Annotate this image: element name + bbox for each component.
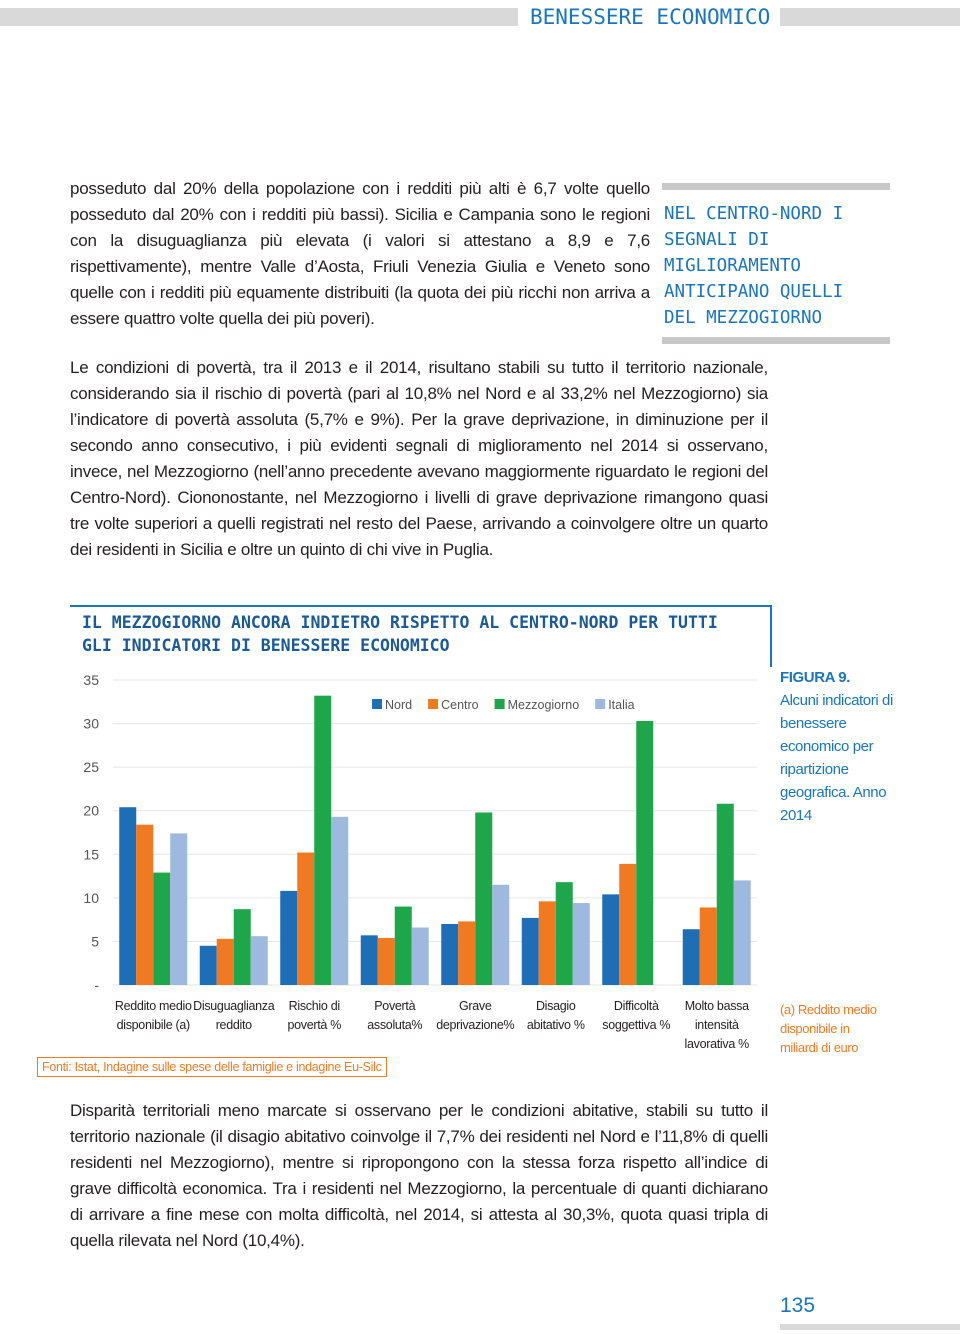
figure-caption: FIGURA 9. Alcuni indicatori di benessere… [780, 666, 900, 827]
bar [572, 903, 590, 985]
bar [458, 921, 476, 985]
x-tick-label: Difficoltà soggettiva % [602, 999, 671, 1032]
legend-swatch [372, 699, 382, 709]
chart-note: (a) Reddito medio disponibile in miliard… [780, 1002, 877, 1055]
chart-source: Fonti: Istat, Indagine sulle spese delle… [37, 1057, 387, 1077]
legend-label: Nord [385, 698, 412, 712]
x-tick-label: Molto bassa intensità lavorativa % [684, 999, 750, 1051]
header-gap [518, 0, 780, 34]
bar [153, 872, 171, 985]
sidebar-rule [662, 183, 890, 190]
bar [377, 937, 395, 985]
bar [619, 863, 637, 985]
legend-swatch [494, 699, 505, 709]
y-tick-label: - [94, 977, 99, 993]
chart-frame [70, 605, 772, 667]
legend-label: Centro [441, 698, 479, 712]
sidebar-rule [662, 337, 890, 344]
x-tick-label: Disuguaglianza reddito [193, 999, 275, 1032]
bar [682, 929, 700, 985]
bar [538, 901, 556, 985]
y-tick-label: 25 [83, 759, 99, 775]
legend-swatch [595, 699, 606, 709]
bar [475, 812, 493, 985]
x-tick-label: Povertà assoluta% [367, 999, 423, 1032]
bar [411, 927, 429, 985]
sidebar-quote: NEL CENTRO-NORD I SEGNALI DI MIGLIORAMEN… [664, 204, 844, 328]
bar [521, 917, 539, 985]
paragraph: Disparità territoriali meno marcate si o… [70, 1101, 768, 1250]
bar [636, 720, 654, 985]
bar [136, 824, 154, 985]
x-tick-label: Reddito medio disponibile (a) [114, 999, 192, 1032]
bar [170, 833, 188, 985]
bar [233, 909, 251, 985]
page-number: 135 [780, 1294, 816, 1317]
paragraph: Le condizioni di povertà, tra il 2013 e … [70, 358, 768, 559]
bar [555, 882, 573, 985]
bar [280, 890, 298, 985]
caption: Alcuni indicatori di benessere economico… [780, 692, 893, 824]
y-tick-label: 20 [83, 803, 99, 819]
y-tick-label: 15 [83, 846, 99, 862]
legend-label: Italia [608, 698, 634, 712]
footer-bar [780, 1324, 960, 1330]
x-tick-label: Rischio di povertà % [287, 999, 342, 1032]
bar [297, 852, 315, 985]
bar [733, 880, 751, 985]
section-title: BENESSERE ECONOMICO [530, 5, 771, 29]
y-tick-label: 30 [83, 716, 99, 732]
bar [199, 945, 217, 985]
bar [360, 935, 378, 985]
chart-title: IL MEZZOGIORNO ANCORA INDIETRO RISPETTO … [82, 613, 718, 655]
bar [441, 924, 459, 985]
x-tick-label: Disagio abitativo % [526, 999, 585, 1032]
y-tick-label: 10 [83, 890, 99, 906]
y-tick-label: 5 [91, 933, 99, 949]
bar [216, 938, 234, 985]
legend-label: Mezzogiorno [508, 698, 580, 712]
figure-label: FIGURA 9. [780, 669, 851, 686]
legend-swatch [428, 699, 439, 709]
x-tick-label: Grave deprivazione% [436, 999, 515, 1032]
bar [699, 907, 717, 985]
bar [314, 695, 332, 985]
bar [119, 807, 137, 985]
bar [492, 884, 510, 985]
bar [602, 894, 620, 985]
bar [716, 803, 734, 985]
paragraph: posseduto dal 20% della popolazione con … [70, 179, 650, 328]
y-tick-label: 35 [83, 672, 99, 688]
bar [394, 906, 412, 985]
bar [331, 816, 349, 985]
bar [250, 936, 268, 985]
